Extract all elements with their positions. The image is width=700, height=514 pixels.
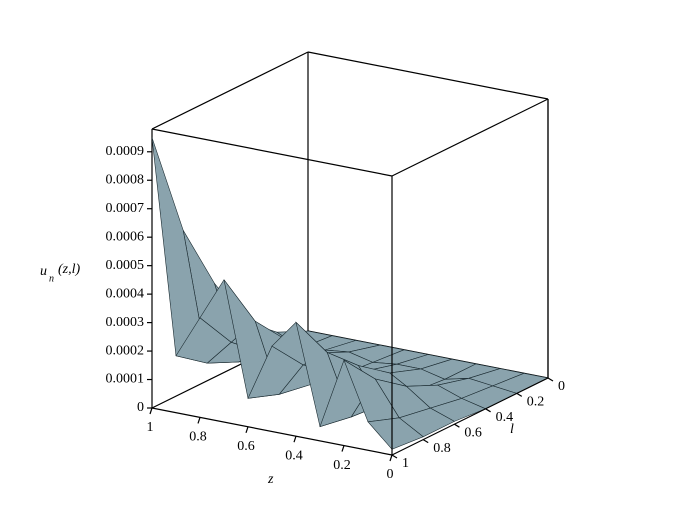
y-tick-label: 1 xyxy=(402,456,409,471)
axis-title-u: u n (z,l) xyxy=(40,262,81,284)
z-tick-label: 0.0009 xyxy=(106,144,145,159)
x-tick-label: 0.6 xyxy=(237,439,255,454)
x-axis-label: z xyxy=(267,472,274,487)
y-tick xyxy=(516,392,523,397)
y-tick-label: 0.8 xyxy=(433,441,451,456)
z-axis-label-args: (z,l) xyxy=(58,262,81,277)
x-tick xyxy=(149,407,153,415)
z-tick-label: 0.0008 xyxy=(106,172,145,187)
x-tick-label: 0.4 xyxy=(285,448,303,463)
z-tick-label: 0.0002 xyxy=(106,343,145,358)
box-edge xyxy=(391,98,549,177)
x-tick xyxy=(245,426,249,433)
z-tick-label: 0.0005 xyxy=(106,258,145,273)
surface-patch xyxy=(367,417,424,450)
x-tick-label: 0.2 xyxy=(333,458,351,473)
y-tick xyxy=(422,439,429,444)
z-tick-label: 0 xyxy=(137,400,144,415)
y-tick-label: 0 xyxy=(558,379,565,394)
z-axis-label: u xyxy=(40,264,47,279)
z-axis-label-sub: n xyxy=(49,273,54,284)
y-tick-label: 0.6 xyxy=(464,425,482,440)
y-tick xyxy=(547,377,554,382)
box-edge xyxy=(151,128,393,177)
y-tick-label: 0.4 xyxy=(496,410,513,425)
box-edge xyxy=(307,51,549,100)
x-tick-label: 0 xyxy=(387,467,394,482)
z-tick-label: 0.0004 xyxy=(106,286,145,301)
z-tick-label: 0.0003 xyxy=(106,315,145,330)
box-edge xyxy=(151,407,393,456)
box-edge xyxy=(391,377,549,456)
y-tick xyxy=(485,408,491,413)
z-tick-label: 0.0006 xyxy=(106,229,145,244)
z-tick-label: 0.0007 xyxy=(106,201,145,216)
y-tick xyxy=(391,454,398,459)
x-tick xyxy=(389,454,393,462)
x-tick xyxy=(341,445,345,452)
x-tick-label: 1 xyxy=(147,420,154,435)
x-tick xyxy=(197,417,201,424)
x-tick xyxy=(293,436,297,443)
y-tick xyxy=(454,423,460,428)
x-tick-label: 0.8 xyxy=(189,430,207,445)
y-axis-label: l xyxy=(510,422,514,437)
z-tick-label: 0.0001 xyxy=(106,372,145,387)
box-edge xyxy=(151,51,309,130)
y-tick-label: 0.2 xyxy=(527,395,545,410)
